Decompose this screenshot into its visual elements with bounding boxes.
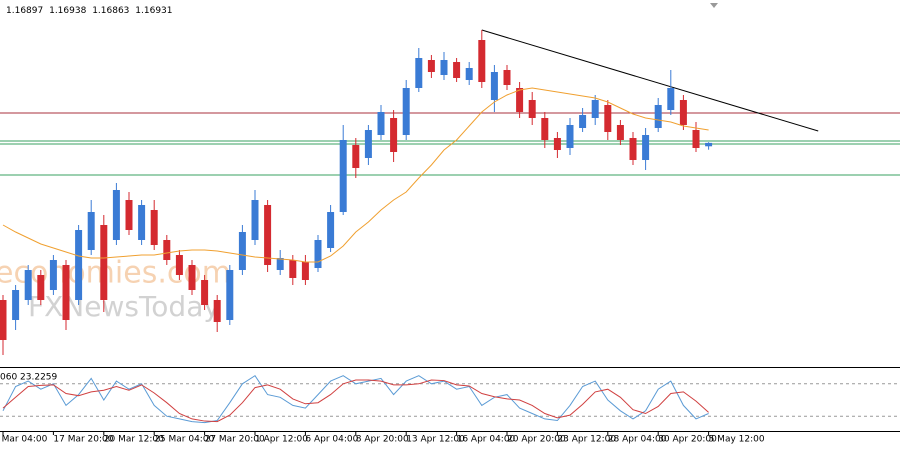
x-tick-label: 16 Apr 04:00 [457, 435, 516, 445]
candle-body [415, 58, 423, 88]
candle-body [528, 100, 536, 118]
candle-body [478, 40, 486, 82]
candle-body [579, 115, 587, 128]
candle-body [553, 138, 561, 150]
candle-body [654, 105, 662, 128]
oscillator-line [2, 379, 709, 423]
x-tick-label: 23 Apr 12:00 [557, 435, 616, 445]
x-tick-label: 5 May 12:00 [709, 435, 765, 445]
candle-body [427, 60, 435, 72]
candle-body [251, 200, 259, 240]
oscillator-title: 060 23.2259 [0, 373, 58, 383]
candle-body [377, 112, 385, 135]
candle-body [566, 125, 574, 148]
candle-body [616, 125, 624, 140]
candle-body [390, 118, 398, 152]
candle-body [352, 145, 360, 168]
x-tick-label: 8 Apr 20:00 [356, 435, 409, 445]
candle-body [226, 270, 234, 320]
header-high: 1.16938 [49, 6, 86, 16]
candle-body [402, 88, 410, 135]
candle-body [175, 255, 183, 275]
candle-body [138, 205, 146, 240]
candle-body [150, 210, 158, 245]
x-tick-label: 28 Apr 04:00 [608, 435, 667, 445]
x-tick-label: 30 Apr 20:00 [658, 435, 717, 445]
header-open: 1.16897 [6, 6, 43, 16]
x-tick-label: 17 Mar 20:00 [53, 435, 113, 445]
candle-body [327, 212, 335, 248]
shift-marker [710, 3, 718, 8]
candle-body [75, 230, 83, 300]
candle-body [163, 240, 171, 260]
candle-body [213, 300, 221, 322]
x-tick-label: 25 Mar 04:00 [154, 435, 214, 445]
candle-body [591, 100, 599, 118]
x-tick-label: 13 Apr 12:00 [406, 435, 465, 445]
candle-body [642, 135, 650, 160]
ohlc-header: 1.16897 1.16938 1.16863 1.16931 [6, 6, 173, 16]
x-tick-label: 6 Apr 04:00 [305, 435, 358, 445]
candle-body [667, 88, 675, 110]
watermark: economies.com [0, 256, 231, 291]
candle-body [679, 100, 687, 125]
candle-body [188, 265, 196, 290]
candle-body [490, 72, 498, 100]
header-close: 1.16931 [135, 6, 172, 16]
candle-body [276, 258, 284, 270]
candle-body [465, 68, 473, 80]
candle-body [453, 62, 461, 78]
watermark: FXNewsToday [28, 290, 220, 323]
candle-body [339, 140, 347, 212]
oscillator-line [2, 375, 709, 424]
candle-body [541, 118, 549, 140]
trend-line [481, 29, 819, 132]
candle-body [112, 190, 120, 240]
x-tick-label: 20 Mar 12:00 [104, 435, 164, 445]
candle-body [314, 240, 322, 268]
candle-body [503, 70, 511, 85]
candle-body [264, 205, 272, 265]
candle-body [87, 212, 95, 250]
candle-body [705, 142, 713, 147]
candle-body [629, 138, 637, 160]
candle-body [24, 270, 32, 300]
candle-body [62, 265, 70, 320]
candle-body [692, 130, 700, 148]
candle-body [301, 262, 309, 280]
x-tick-label: 1 Apr 12:00 [255, 435, 308, 445]
x-tick-label: 20 Apr 20:00 [507, 435, 566, 445]
candle-body [289, 260, 297, 278]
candle-body [49, 260, 57, 290]
candle-body [364, 130, 372, 158]
candle-body [238, 232, 246, 270]
candle-body [0, 300, 7, 340]
candle-body [37, 275, 45, 300]
candle-body [100, 225, 108, 300]
x-tick-label: 3 Mar 04:00 [0, 435, 48, 445]
candle-body [604, 105, 612, 132]
candle-body [201, 280, 209, 305]
header-low: 1.16863 [92, 6, 129, 16]
candle-body [516, 88, 524, 112]
candle-body [12, 290, 20, 320]
moving-average [2, 87, 709, 263]
candle-body [440, 60, 448, 75]
candle-body [125, 200, 133, 230]
x-tick-label: 27 Mar 20:00 [205, 435, 265, 445]
